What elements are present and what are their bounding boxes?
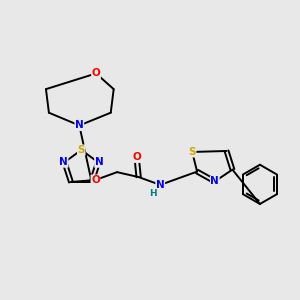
Text: N: N	[95, 157, 103, 167]
Text: O: O	[92, 68, 100, 78]
Text: O: O	[91, 175, 100, 185]
Text: S: S	[77, 145, 85, 155]
Text: N: N	[156, 180, 165, 190]
Text: H: H	[149, 189, 157, 198]
Text: N: N	[59, 157, 68, 167]
Text: N: N	[75, 121, 84, 130]
Text: S: S	[188, 147, 196, 157]
Text: O: O	[132, 152, 141, 162]
Text: N: N	[210, 176, 219, 186]
